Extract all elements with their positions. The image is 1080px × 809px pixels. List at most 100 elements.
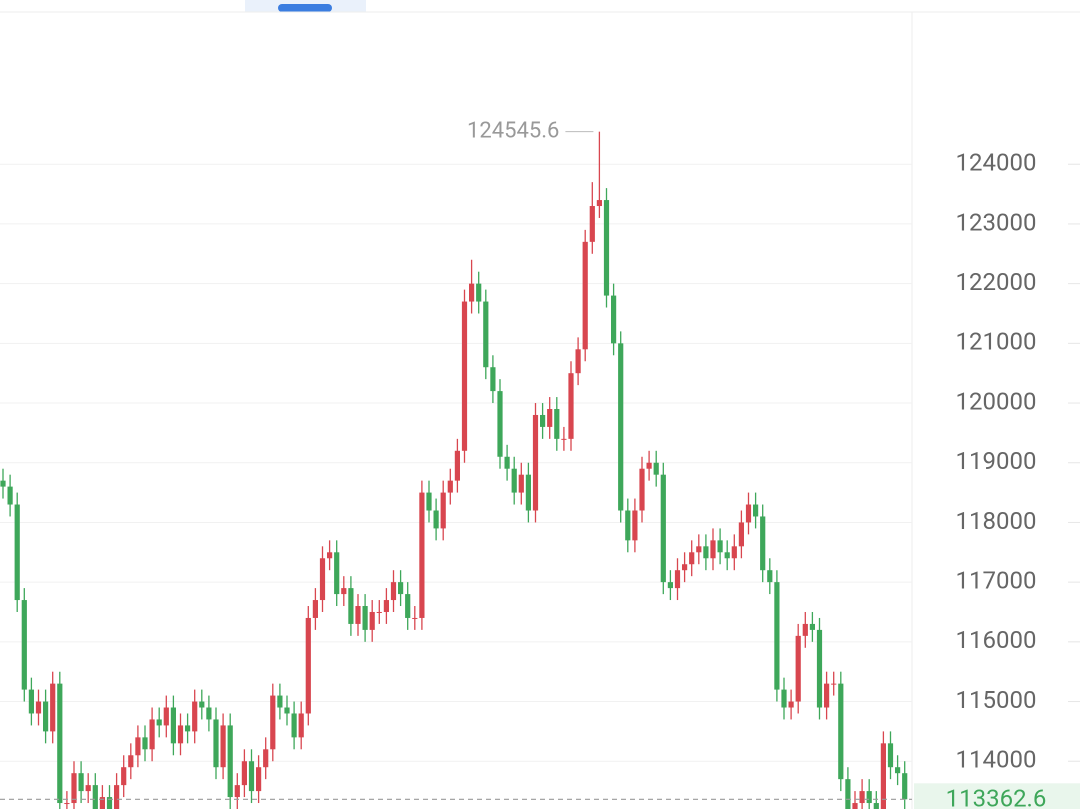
- candle-body: [341, 588, 347, 595]
- candle-body: [596, 200, 602, 207]
- y-tick-label: 121000: [956, 328, 1037, 356]
- candle-body: [646, 462, 652, 469]
- labels: 114000 115000 116000 117000 118000 119000 1200…: [0, 118, 1080, 809]
- candle-body: [170, 707, 176, 744]
- y-tick-label: 120000: [956, 387, 1037, 415]
- candle-body: [710, 540, 716, 559]
- candle-body: [625, 510, 631, 541]
- candle-body: [99, 797, 105, 809]
- candle-body: [660, 474, 666, 583]
- candle-body: [121, 767, 127, 786]
- candle-body: [575, 349, 581, 374]
- candle-body: [490, 367, 496, 392]
- candle-body: [149, 719, 155, 750]
- candle-body: [334, 552, 340, 595]
- candle-body: [284, 707, 290, 714]
- candle-body: [447, 480, 453, 493]
- y-tick-label: 123000: [956, 208, 1037, 236]
- candle-body: [760, 516, 766, 571]
- candle-body: [263, 749, 269, 768]
- last-price-box: [914, 783, 1080, 809]
- candle-body: [831, 683, 837, 685]
- candle-body: [43, 701, 49, 732]
- candle-body: [568, 373, 574, 439]
- candle-body: [206, 707, 212, 720]
- high-label: 124545.6: [467, 118, 559, 143]
- candle-body: [256, 767, 262, 792]
- candle-body: [880, 743, 886, 809]
- candle-body: [852, 803, 858, 809]
- candle-body: [248, 761, 255, 792]
- candle-body: [554, 409, 560, 439]
- candle-body: [795, 635, 801, 702]
- candle-body: [106, 797, 113, 809]
- candle-body: [220, 725, 226, 768]
- candle-body: [682, 564, 688, 571]
- candle-body: [92, 785, 98, 809]
- candle-body: [511, 468, 517, 493]
- candle-body: [454, 450, 460, 481]
- candle-body: [781, 689, 787, 708]
- candle-body: [419, 492, 425, 618]
- candle-body: [213, 719, 219, 768]
- candle-body: [14, 504, 20, 601]
- candle-body: [78, 773, 84, 792]
- candle-body: [85, 785, 91, 792]
- candle-body: [887, 743, 894, 768]
- candle-body: [561, 438, 567, 440]
- candle-body: [135, 737, 141, 756]
- candle-body: [838, 683, 844, 780]
- candle-body: [753, 504, 759, 517]
- candle-body: [298, 713, 304, 738]
- candle-body: [824, 683, 830, 708]
- candle-body: [497, 391, 503, 457]
- candle-body: [312, 600, 318, 618]
- candle-body: [611, 295, 617, 344]
- candle-body: [845, 779, 851, 809]
- top-tab-indicator: [278, 4, 332, 12]
- grid: [0, 163, 1080, 762]
- candle-body: [667, 582, 673, 589]
- candle-body: [390, 582, 397, 601]
- candle-body: [142, 737, 148, 750]
- candle-body: [234, 785, 240, 798]
- candle-body: [483, 301, 489, 368]
- candle-body: [305, 617, 311, 714]
- candle-body: [603, 200, 610, 296]
- candle-body: [57, 683, 63, 804]
- candle-body: [327, 552, 333, 559]
- last-price-label: 113362.6: [946, 785, 1047, 809]
- candle-body: [589, 206, 595, 242]
- candle-body: [902, 773, 908, 800]
- candle-body: [177, 725, 184, 744]
- candle-body: [816, 629, 823, 708]
- y-tick-label: 114000: [956, 746, 1037, 774]
- candle-body: [28, 689, 34, 714]
- candle-body: [859, 791, 865, 804]
- candle-body: [355, 606, 361, 624]
- candle-body: [618, 343, 624, 511]
- candle-body: [767, 570, 773, 583]
- candle-body: [433, 510, 439, 529]
- candle-body: [35, 701, 42, 714]
- candle-body: [518, 474, 524, 493]
- candle-body: [653, 462, 659, 475]
- candle-body: [156, 719, 162, 726]
- candle-body: [476, 283, 482, 302]
- candle-body: [319, 558, 326, 601]
- candle-body: [412, 617, 418, 619]
- candle-body: [227, 725, 233, 798]
- candle-body: [369, 611, 375, 630]
- candle-body: [50, 683, 56, 732]
- candle-body: [703, 546, 709, 559]
- candle-body: [71, 773, 77, 804]
- candle-body: [128, 755, 134, 768]
- candle-body: [504, 456, 510, 469]
- candle-body: [639, 468, 645, 511]
- candle-body: [0, 480, 6, 487]
- candle-body: [745, 504, 752, 523]
- candle-body: [873, 803, 879, 809]
- candle-body: [376, 611, 382, 613]
- candle-body: [241, 761, 247, 786]
